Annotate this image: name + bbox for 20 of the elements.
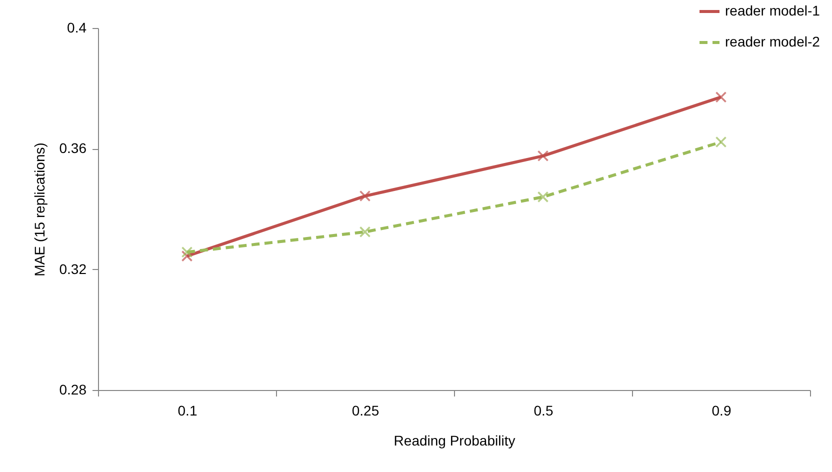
y-tick-label: 0.36 [59, 140, 87, 156]
x-tick-label: 0.9 [712, 402, 732, 418]
point [359, 190, 371, 202]
point [715, 136, 727, 148]
point [537, 191, 549, 203]
x-tick-label: 0.1 [178, 402, 198, 418]
x-tick-label: 0.25 [352, 402, 380, 418]
legend-label: reader model-1 [725, 2, 820, 18]
x-tick-label: 0.5 [534, 402, 554, 418]
point [537, 150, 549, 162]
x-axis-title: Reading Probability [394, 432, 516, 448]
y-axis-title: MAE (15 replications) [31, 142, 48, 276]
point [181, 246, 193, 258]
point [359, 226, 371, 238]
y-tick-label: 0.4 [67, 20, 87, 36]
point [715, 91, 727, 103]
point [181, 250, 193, 262]
y-tick-label: 0.28 [59, 382, 87, 398]
y-tick-label: 0.32 [59, 260, 87, 277]
legend-label: reader model-2 [725, 34, 820, 50]
